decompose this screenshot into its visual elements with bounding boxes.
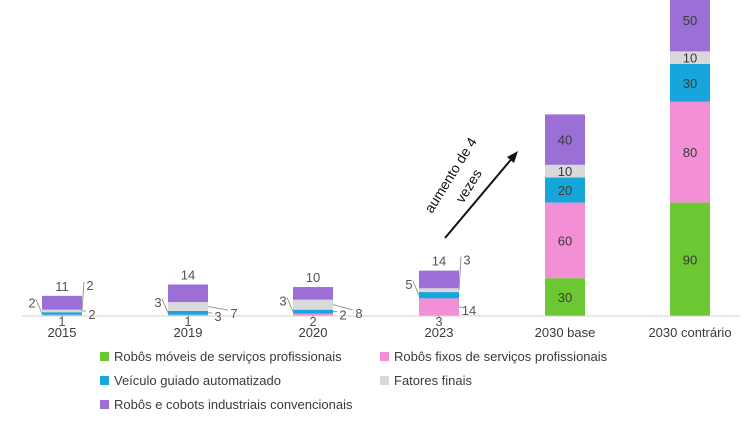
leader-line bbox=[458, 256, 462, 291]
data-label: 8 bbox=[355, 306, 362, 321]
data-label: 50 bbox=[683, 13, 697, 28]
data-label: 10 bbox=[683, 51, 697, 66]
data-label: 90 bbox=[683, 252, 697, 267]
data-label: 2 bbox=[309, 314, 316, 329]
bar-segment bbox=[670, 51, 710, 64]
bar-segment bbox=[419, 288, 459, 293]
data-label: 1 bbox=[184, 314, 191, 329]
data-label: 5 bbox=[405, 277, 412, 292]
leader-line bbox=[161, 298, 169, 314]
leader-line bbox=[286, 297, 294, 312]
bar-segment bbox=[168, 310, 208, 315]
bar-segment bbox=[670, 202, 710, 316]
category-labels: 2015 2019 2020 2023 2030 base 2030 contrário bbox=[48, 325, 732, 340]
leader-line bbox=[332, 304, 354, 311]
bar-segment bbox=[419, 270, 459, 289]
growth-arrow bbox=[444, 155, 515, 239]
data-label: 1 bbox=[58, 314, 65, 329]
data-label: 80 bbox=[683, 145, 697, 160]
bar-segment bbox=[42, 295, 82, 310]
bar-segment bbox=[419, 298, 459, 316]
growth-arrow-head bbox=[507, 151, 518, 163]
bar-segment bbox=[293, 287, 333, 300]
legend-swatch-industrial bbox=[100, 400, 109, 409]
bar-segment bbox=[42, 312, 82, 315]
bar-segment bbox=[545, 202, 585, 279]
data-label: 3 bbox=[279, 294, 286, 309]
data-label: 40 bbox=[558, 133, 572, 148]
bar-segment bbox=[168, 284, 208, 303]
leader-line bbox=[207, 306, 229, 311]
bar-segment bbox=[293, 299, 333, 310]
data-label: 3 bbox=[435, 314, 442, 329]
data-label: 14 bbox=[181, 268, 195, 283]
bar-segment bbox=[419, 292, 459, 299]
data-label: 20 bbox=[558, 183, 572, 198]
data-label: 30 bbox=[558, 290, 572, 305]
bar-segment bbox=[545, 164, 585, 178]
legend-swatch-mobile bbox=[100, 352, 109, 361]
bar-segment bbox=[545, 177, 585, 203]
bar-segment bbox=[545, 114, 585, 165]
bar-segment bbox=[670, 101, 710, 203]
legend-label-final: Fatores finais bbox=[394, 373, 473, 388]
data-label: 2 bbox=[339, 308, 346, 323]
data-label: 3 bbox=[463, 253, 470, 268]
data-label: 2 bbox=[28, 295, 35, 310]
data-label: 3 bbox=[154, 295, 161, 310]
bar-segment bbox=[42, 309, 82, 313]
category-label: 2030 contrário bbox=[648, 325, 731, 340]
category-label: 2019 bbox=[174, 325, 203, 340]
leader-line bbox=[81, 281, 85, 311]
bars-group bbox=[42, 0, 710, 316]
data-label: 3 bbox=[214, 309, 221, 324]
data-label: 14 bbox=[462, 303, 476, 318]
category-label: 2023 bbox=[425, 325, 454, 340]
legend-label-mobile: Robôs móveis de serviços profissionais bbox=[114, 349, 342, 364]
legend-label-fixed: Robôs fixos de serviços profissionais bbox=[394, 349, 608, 364]
legend-item-final: Fatores finais bbox=[380, 373, 472, 388]
bar-segment bbox=[293, 309, 333, 314]
legend-label-agv: Veículo guiado automatizado bbox=[114, 373, 281, 388]
bar-segment bbox=[670, 64, 710, 102]
legend-swatch-agv bbox=[100, 376, 109, 385]
data-label: 10 bbox=[558, 164, 572, 179]
bar-segment bbox=[168, 302, 208, 311]
legend-label-industrial: Robôs e cobots industriais convencionais bbox=[114, 397, 353, 412]
category-label: 2020 bbox=[299, 325, 328, 340]
bar-segment bbox=[293, 313, 333, 316]
legend-swatch-fixed bbox=[380, 352, 389, 361]
data-label: 11 bbox=[55, 279, 69, 294]
data-label: 14 bbox=[432, 254, 446, 269]
data-label: 2 bbox=[86, 278, 93, 293]
leader-line bbox=[412, 281, 420, 296]
growth-annotation: aumento de 4 vezes bbox=[421, 134, 518, 239]
data-label: 7 bbox=[230, 306, 237, 321]
legend-item-fixed: Robôs fixos de serviços profissionais bbox=[380, 349, 607, 364]
bar-segment bbox=[545, 278, 585, 316]
legend-item-mobile: Robôs móveis de serviços profissionais bbox=[100, 349, 342, 364]
data-label: 10 bbox=[306, 270, 320, 285]
leader-line bbox=[35, 299, 43, 314]
legend-swatch-final bbox=[380, 376, 389, 385]
category-label: 2030 base bbox=[535, 325, 596, 340]
data-label: 30 bbox=[683, 76, 697, 91]
legend-item-industrial: Robôs e cobots industriais convencionais bbox=[100, 397, 352, 412]
data-label: 2 bbox=[88, 307, 95, 322]
legend-item-agv: Veículo guiado automatizado bbox=[100, 373, 281, 388]
category-label: 2015 bbox=[48, 325, 77, 340]
data-label: 60 bbox=[558, 233, 572, 248]
bar-segment bbox=[670, 0, 710, 52]
